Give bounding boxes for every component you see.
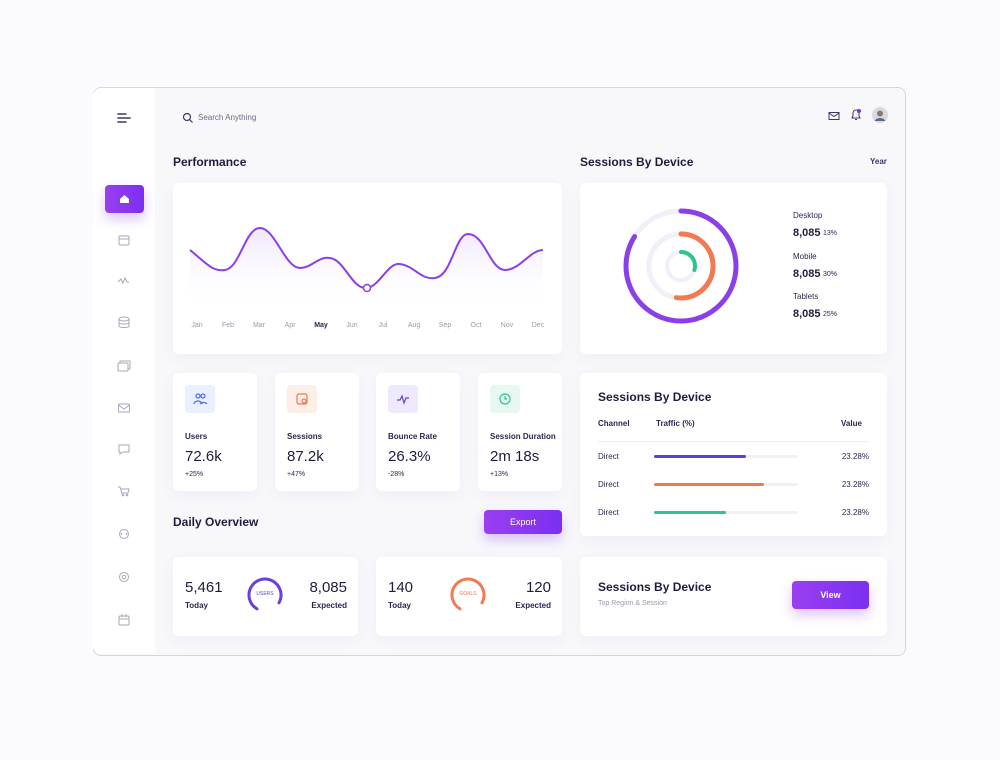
- stat-label: Bounce Rate: [388, 432, 437, 441]
- column-header: Channel: [598, 419, 630, 428]
- overview-card: [173, 557, 358, 636]
- stat-change: +47%: [287, 471, 306, 478]
- card-title: Sessions By Device: [598, 580, 712, 594]
- month-label: Jan: [191, 322, 203, 329]
- today-value: 5,461: [185, 579, 223, 596]
- divider: [598, 441, 869, 442]
- device-name: Tablets: [793, 292, 819, 301]
- device-name: Mobile: [793, 251, 817, 261]
- expected-value: 120: [525, 579, 551, 596]
- ring-label: GOALS: [459, 591, 477, 597]
- progress-ring: [247, 576, 283, 614]
- search-input[interactable]: Search Anything: [198, 113, 257, 122]
- traffic-card: [580, 373, 887, 536]
- progress-ring: [450, 576, 486, 614]
- traffic-bar: [654, 455, 746, 458]
- stat-value: 26.3%: [388, 448, 431, 465]
- ring-label: USERS: [256, 591, 274, 597]
- month-label: Mar: [252, 322, 266, 329]
- card-title: Sessions By Device: [598, 390, 712, 404]
- traffic-bar: [654, 483, 764, 486]
- month-label: Jul: [378, 322, 388, 329]
- device-card: [580, 183, 887, 354]
- overview-card: [376, 557, 562, 636]
- sidebar-icons[interactable]: [117, 234, 131, 434]
- stat-icon: [287, 385, 317, 413]
- column-header: Traffic (%): [656, 419, 695, 428]
- stat-label: Sessions: [287, 432, 323, 441]
- export-button[interactable]: Export: [484, 510, 562, 534]
- month-label: Jun: [346, 322, 358, 329]
- performance-card: [173, 183, 562, 354]
- stat-change: -28%: [388, 471, 405, 478]
- sidebar-icons-lower[interactable]: [117, 443, 131, 633]
- device-value: 8,085: [793, 267, 821, 280]
- device-share: 13%: [823, 230, 838, 237]
- device-rings: [623, 208, 739, 324]
- month-label: Feb: [221, 322, 235, 329]
- channel-cell: Direct: [598, 452, 619, 461]
- device-name: Desktop: [793, 211, 823, 220]
- month-label: Nov: [500, 322, 514, 329]
- section-title: Sessions By Device: [580, 155, 694, 169]
- mail-icon[interactable]: [828, 111, 840, 121]
- column-header: Value: [841, 419, 862, 428]
- month-label: Apr: [284, 322, 296, 329]
- device-value: 8,085: [793, 227, 821, 239]
- channel-cell: Direct: [598, 480, 619, 489]
- stat-icon: [388, 385, 418, 413]
- stat-icon: [490, 385, 520, 413]
- month-label: May: [314, 322, 328, 329]
- month-label: Sep: [438, 322, 452, 329]
- value-cell: 23.28%: [841, 452, 869, 461]
- home-button[interactable]: [105, 185, 144, 213]
- month-label: Aug: [407, 322, 421, 329]
- month-label: Dec: [531, 322, 545, 329]
- channel-cell: Direct: [598, 508, 619, 517]
- today-value: 140: [388, 579, 414, 596]
- today-label: Today: [185, 601, 208, 610]
- stat-change: +25%: [185, 471, 204, 478]
- performance-line: [189, 226, 544, 310]
- user-avatar[interactable]: [872, 107, 888, 123]
- device-value: 8,085: [793, 308, 821, 320]
- stat-value: 72.6k: [185, 448, 222, 465]
- device-share: 25%: [823, 311, 838, 318]
- section-title: Performance: [173, 155, 247, 169]
- traffic-track: [654, 511, 798, 514]
- stat-value: 2m 18s: [490, 448, 540, 465]
- stat-label: Users: [185, 432, 208, 441]
- search-icon: [182, 112, 193, 123]
- menu-icon[interactable]: [116, 111, 132, 125]
- value-cell: 23.28%: [841, 508, 869, 517]
- stat-label: Session Duration: [490, 432, 556, 441]
- view-button[interactable]: View: [792, 581, 869, 609]
- today-label: Today: [388, 601, 411, 610]
- card-subtitle: Top Region & Session: [598, 600, 667, 607]
- notification-icon[interactable]: [849, 108, 863, 122]
- stat-value: 87.2k: [287, 448, 324, 465]
- stat-change: +13%: [490, 471, 509, 478]
- expected-label: Expected: [311, 601, 347, 610]
- traffic-bar: [654, 511, 726, 514]
- period-selector[interactable]: Year: [870, 157, 887, 166]
- month-label: Oct: [470, 322, 482, 329]
- expected-value: 8,085: [309, 579, 347, 596]
- section-title: Daily Overview: [173, 515, 259, 529]
- expected-label: Expected: [515, 601, 551, 610]
- value-cell: 23.28%: [841, 480, 869, 489]
- device-share: 30%: [823, 270, 838, 278]
- stat-icon: [185, 385, 215, 413]
